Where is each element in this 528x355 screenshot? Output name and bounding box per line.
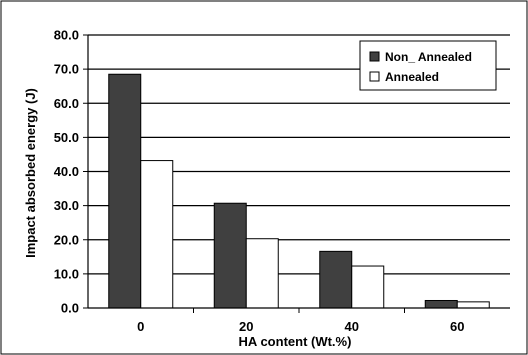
x-tick-labels: 0 20 40 60	[137, 308, 464, 334]
x-axis-title: HA content (Wt.%)	[239, 334, 352, 349]
bar-annealed-20	[245, 238, 279, 309]
y-tick-label: 50.0	[54, 130, 79, 145]
legend-label-annealed: Annealed	[385, 70, 439, 84]
legend-label-non-annealed: Non_ Annealed	[385, 50, 472, 64]
y-tick-label: 80.0	[54, 28, 79, 43]
bar-non-annealed-0	[108, 73, 142, 309]
bar-non-annealed-20	[213, 202, 247, 309]
bar-non-annealed-60	[424, 299, 458, 309]
bar-annealed-0	[140, 160, 174, 309]
y-tick-label: 10.0	[54, 266, 79, 281]
y-tick-label: 30.0	[54, 198, 79, 213]
x-tick-label: 40	[345, 319, 359, 334]
legend-swatch-non-annealed	[369, 51, 380, 62]
bar-non-annealed-40	[319, 250, 353, 309]
x-tick-label: 60	[450, 319, 464, 334]
bar-annealed-60	[456, 301, 490, 309]
y-tick-label: 70.0	[54, 62, 79, 77]
y-tick-label: 20.0	[54, 232, 79, 247]
bars	[108, 73, 490, 309]
y-tick-label: 0.0	[61, 301, 79, 316]
y-tick-label: 60.0	[54, 96, 79, 111]
x-tick-label: 0	[137, 319, 144, 334]
y-axis-title: Impact absorbed energy (J)	[23, 88, 38, 258]
legend-swatch-annealed	[369, 71, 380, 82]
y-tick-labels: 0.0 10.0 20.0 30.0 40.0 50.0 60.0 70.0 80.0	[54, 28, 88, 316]
y-tick-label: 40.0	[54, 164, 79, 179]
legend: Non_ Annealed Annealed	[359, 40, 497, 91]
bar-annealed-40	[351, 265, 385, 309]
legend-box	[359, 40, 497, 91]
x-tick-label: 20	[239, 319, 253, 334]
